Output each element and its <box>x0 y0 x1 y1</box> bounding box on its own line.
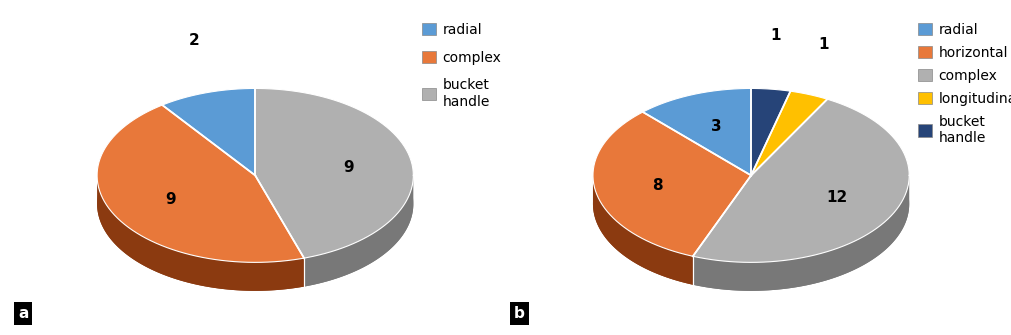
Polygon shape <box>97 105 303 262</box>
Polygon shape <box>693 99 908 262</box>
Polygon shape <box>592 176 693 285</box>
Text: 3: 3 <box>710 119 721 134</box>
Polygon shape <box>303 176 412 286</box>
Polygon shape <box>642 117 750 204</box>
Polygon shape <box>750 88 790 176</box>
Polygon shape <box>97 176 303 291</box>
Text: 12: 12 <box>826 190 847 205</box>
Text: 8: 8 <box>652 178 662 193</box>
Polygon shape <box>255 117 412 286</box>
Text: 9: 9 <box>344 160 354 175</box>
Polygon shape <box>693 176 908 291</box>
Polygon shape <box>750 120 826 204</box>
Legend: radial, complex, bucket
handle: radial, complex, bucket handle <box>422 23 501 109</box>
Text: 1: 1 <box>818 37 828 52</box>
Polygon shape <box>255 88 412 258</box>
Polygon shape <box>642 88 750 176</box>
Text: b: b <box>514 306 525 321</box>
Text: a: a <box>18 306 28 321</box>
Polygon shape <box>693 128 908 291</box>
Polygon shape <box>750 117 790 204</box>
Polygon shape <box>750 91 826 176</box>
Text: 9: 9 <box>165 192 176 207</box>
Polygon shape <box>592 112 750 256</box>
Polygon shape <box>592 140 750 285</box>
Legend: radial, horizontal, complex, longitudinal, bucket
handle: radial, horizontal, complex, longitudina… <box>917 23 1011 145</box>
Text: 1: 1 <box>769 28 780 43</box>
Polygon shape <box>97 134 303 291</box>
Polygon shape <box>162 117 255 204</box>
Text: 2: 2 <box>189 34 199 49</box>
Polygon shape <box>162 88 255 176</box>
